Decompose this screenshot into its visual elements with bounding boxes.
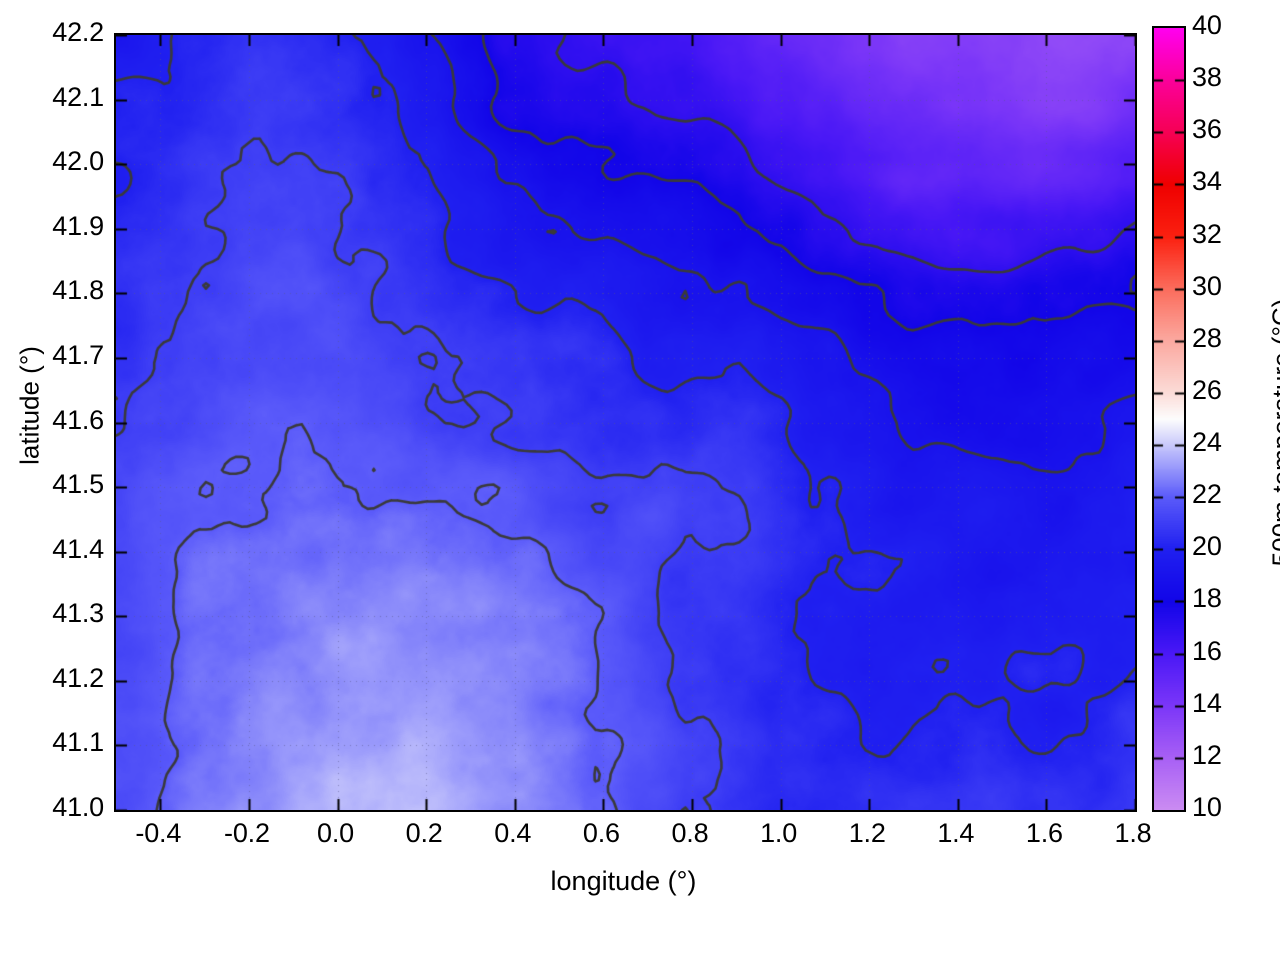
y-tick-label: 42.1 [52, 81, 104, 112]
x-axis-title: longitude (°) [550, 866, 697, 896]
colorbar-tick-label: 24 [1192, 427, 1222, 458]
colorbar-tick-label: 40 [1192, 10, 1222, 40]
x-tick-label: 0.8 [671, 818, 709, 848]
x-tick-label: 1.8 [1114, 818, 1152, 848]
x-tick-label: 1.6 [1025, 818, 1063, 848]
y-tick-label: 42.0 [52, 146, 104, 177]
heatmap-plot-area[interactable] [114, 33, 1137, 812]
y-tick-label: 42.2 [52, 17, 104, 47]
colorbar-tick-label: 10 [1192, 792, 1222, 822]
colorbar-tick-label: 22 [1192, 479, 1222, 510]
y-tick-label: 41.0 [52, 792, 104, 822]
x-tick-label: 0.6 [582, 818, 620, 848]
colorbar-tick-label: 16 [1192, 635, 1222, 666]
y-tick-label: 41.1 [52, 727, 104, 758]
x-tick-label: 0.0 [317, 818, 354, 848]
colorbar-tick-labels: 10 12 14 16 18 20 22 24 26 28 30 32 34 36 38 40 [1192, 0, 1262, 960]
colorbar-tick-label: 14 [1192, 687, 1222, 718]
colorbar-tick-label: 20 [1192, 531, 1222, 562]
colorbar-tick-label: 36 [1192, 114, 1222, 145]
y-tick-label: 41.8 [52, 275, 104, 306]
y-tick-label: 41.9 [52, 210, 104, 241]
y-tick-label: 41.6 [52, 404, 104, 435]
colorbar-tick-label: 26 [1192, 374, 1222, 405]
colorbar-tick-label: 38 [1192, 62, 1222, 93]
x-tick-label: 1.0 [760, 818, 798, 848]
y-tick-label: 41.3 [52, 598, 104, 629]
y-tick-label: 41.2 [52, 662, 104, 693]
colorbar-gradient [1154, 28, 1184, 810]
x-tick-label: -0.2 [224, 818, 270, 848]
colorbar-tick-label: 18 [1192, 583, 1222, 614]
colorbar-tick-label: 32 [1192, 218, 1222, 249]
y-tick-label: 41.7 [52, 339, 104, 370]
colorbar-tick-label: 30 [1192, 270, 1222, 301]
colorbar-tick-label: 28 [1192, 322, 1222, 353]
y-tick-label: 41.4 [52, 533, 104, 564]
x-tick-label: 1.2 [848, 818, 886, 848]
colorbar-tick-label: 34 [1192, 166, 1222, 197]
x-axis-tick-labels: -0.4 -0.2 0.0 0.2 0.4 0.6 0.8 1.0 1.2 1.4 1.6 1.8 [0, 820, 1280, 860]
y-tick-label: 41.5 [52, 469, 104, 500]
y-axis-title: latitude (°) [14, 346, 45, 465]
colorbar-title: 500m-temperature (°C) [1266, 298, 1280, 567]
x-tick-label: 1.4 [937, 818, 975, 848]
x-tick-label: -0.4 [135, 818, 182, 848]
colorbar-tick-label: 12 [1192, 739, 1222, 770]
colorbar[interactable] [1152, 26, 1186, 812]
contour-lines-canvas [116, 35, 1135, 810]
x-tick-label: 0.4 [494, 818, 532, 848]
x-tick-label: 0.2 [405, 818, 443, 848]
y-axis-tick-labels: 41.0 41.1 41.2 41.3 41.4 41.5 41.6 41.7 41.8 41.9… [0, 0, 104, 960]
